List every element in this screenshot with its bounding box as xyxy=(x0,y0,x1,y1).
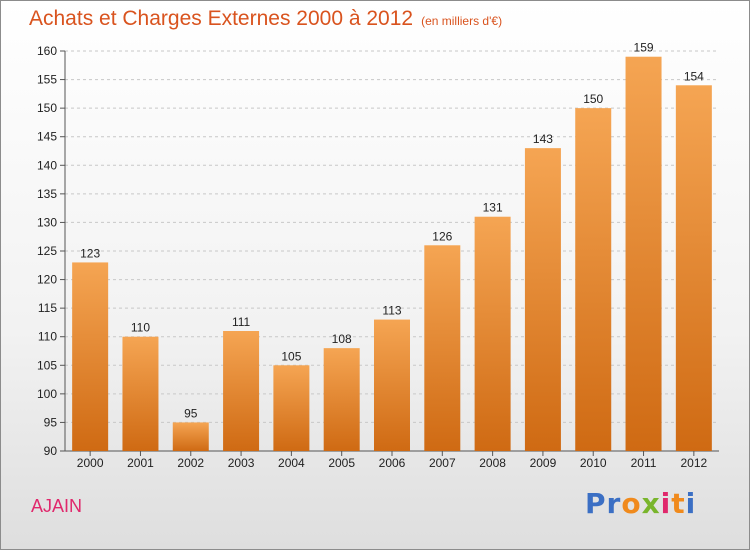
data-label: 126 xyxy=(432,229,452,243)
x-tick-label: 2004 xyxy=(278,456,305,470)
data-label: 159 xyxy=(634,41,654,55)
y-tick-label: 95 xyxy=(44,415,58,429)
data-label: 154 xyxy=(684,69,704,83)
bar xyxy=(675,85,712,452)
y-tick-label: 110 xyxy=(38,330,57,344)
brand-letter: t xyxy=(671,487,686,520)
data-label: 113 xyxy=(382,304,401,318)
chart-title-text: Achats et Charges Externes 2000 à 2012 xyxy=(29,7,414,30)
data-label: 95 xyxy=(184,406,198,420)
bar xyxy=(323,348,360,451)
x-tick-label: 2009 xyxy=(530,456,557,470)
axes: 90 95 100 105 110 115 120 125 130 135 140 145 150 155… xyxy=(37,44,719,470)
data-label: 105 xyxy=(281,349,301,363)
brand-letter: o xyxy=(621,487,642,520)
y-tick-label: 125 xyxy=(37,244,57,258)
bar xyxy=(122,336,159,451)
bar xyxy=(273,365,310,451)
bar xyxy=(474,216,511,451)
data-label: 111 xyxy=(232,315,251,329)
data-label: 150 xyxy=(583,92,603,106)
data-labels: 123 110 95 111 105 108 113 126 131 143 150 159 154 xyxy=(80,41,704,421)
data-label: 110 xyxy=(131,321,150,335)
x-tick-label: 2012 xyxy=(680,456,707,470)
chart-title: Achats et Charges Externes 2000 à 2012 (e… xyxy=(29,7,502,31)
bar xyxy=(424,245,461,451)
bar xyxy=(524,148,561,451)
y-tick-label: 140 xyxy=(37,158,57,172)
y-tick-label: 160 xyxy=(37,44,57,58)
x-tick-label: 2006 xyxy=(379,456,406,470)
x-tick-label: 2001 xyxy=(127,456,154,470)
y-tick-label: 120 xyxy=(37,273,57,287)
x-tick-label: 2003 xyxy=(228,456,255,470)
y-tick-label: 155 xyxy=(37,73,57,87)
brand-letter: i xyxy=(660,487,672,520)
x-tick-label: 2007 xyxy=(429,456,456,470)
y-tick-label: 90 xyxy=(44,444,58,458)
data-label: 131 xyxy=(483,201,503,215)
data-label: 123 xyxy=(80,246,100,260)
bar xyxy=(223,331,260,451)
data-label: 143 xyxy=(533,132,553,146)
brand-letter: i xyxy=(685,487,697,520)
bar xyxy=(575,108,612,452)
x-tick-label: 2010 xyxy=(580,456,607,470)
x-tick-label: 2011 xyxy=(631,456,657,470)
brand-letter: r xyxy=(606,487,622,520)
commune-name: AJAIN xyxy=(31,496,83,516)
bar xyxy=(625,56,662,451)
bar xyxy=(72,262,109,451)
bar xyxy=(172,422,209,451)
chart-unit: (en milliers d'€) xyxy=(421,14,503,28)
y-tick-label: 115 xyxy=(38,301,57,315)
x-tick-label: 2008 xyxy=(479,456,506,470)
proxiti-logo: Proxiti xyxy=(585,487,696,520)
x-tick-label: 2000 xyxy=(77,456,104,470)
brand-letter: P xyxy=(585,487,607,520)
brand-letter: x xyxy=(641,487,661,520)
bar xyxy=(374,319,410,451)
y-tick-label: 135 xyxy=(37,187,57,201)
y-tick-label: 100 xyxy=(37,387,57,401)
x-tick-label: 2005 xyxy=(328,456,355,470)
y-tick-label: 130 xyxy=(37,215,57,229)
x-tick-label: 2002 xyxy=(177,456,204,470)
bars xyxy=(72,56,712,452)
y-tick-label: 150 xyxy=(37,101,57,115)
y-tick-label: 145 xyxy=(37,130,57,144)
data-label: 108 xyxy=(332,332,352,346)
y-tick-label: 105 xyxy=(37,358,57,372)
